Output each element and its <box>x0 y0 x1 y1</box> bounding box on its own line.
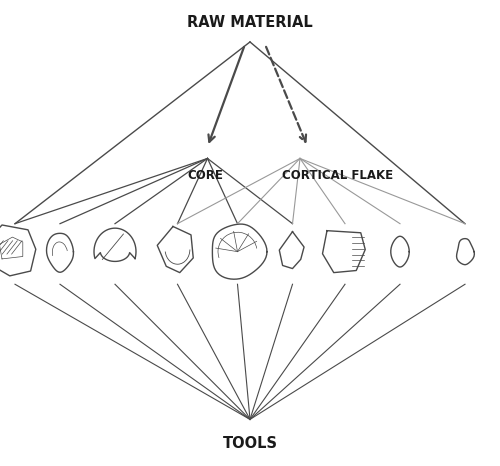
Text: CORE: CORE <box>187 169 223 182</box>
Polygon shape <box>157 226 193 273</box>
Polygon shape <box>212 224 267 279</box>
Polygon shape <box>46 233 74 272</box>
Polygon shape <box>280 232 304 268</box>
Polygon shape <box>391 236 409 267</box>
Polygon shape <box>456 239 474 265</box>
Text: CORTICAL FLAKE: CORTICAL FLAKE <box>282 169 393 182</box>
Text: TOOLS: TOOLS <box>222 436 278 451</box>
Text: RAW MATERIAL: RAW MATERIAL <box>187 15 313 30</box>
Polygon shape <box>322 231 365 273</box>
Polygon shape <box>94 228 136 261</box>
Polygon shape <box>0 225 36 276</box>
